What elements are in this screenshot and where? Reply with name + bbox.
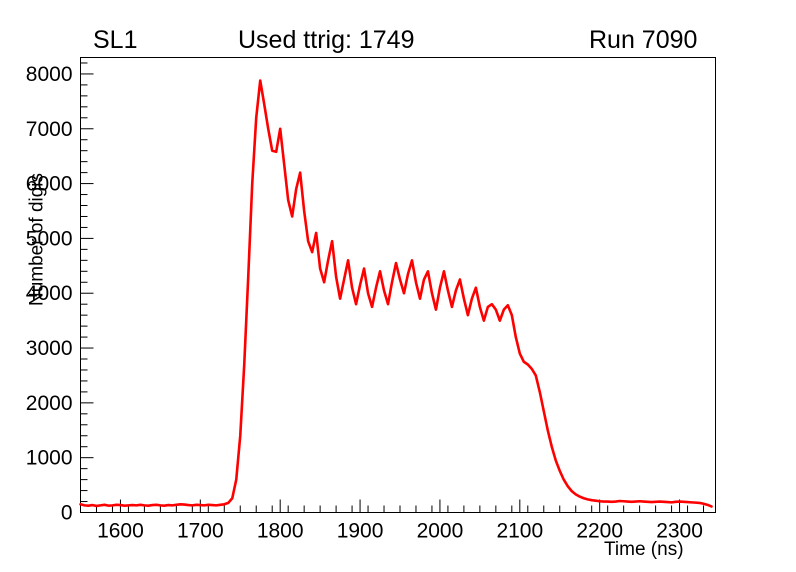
y-tick-label: 6000	[26, 173, 73, 196]
x-tick-label: 2200	[576, 520, 623, 543]
x-tick-label: 1800	[257, 520, 304, 543]
plot-frame	[80, 57, 716, 513]
x-tick-label: 1600	[97, 520, 144, 543]
x-tick-label: 2100	[496, 520, 543, 543]
x-tick-label: 1700	[177, 520, 224, 543]
y-tick-label: 1000	[26, 447, 73, 470]
y-tick-labels: 0 1000 2000 3000 4000 5000 6000 7000 8000	[26, 63, 73, 525]
y-tick-label: 8000	[26, 63, 73, 86]
x-tick-label: 2000	[417, 520, 464, 543]
y-tick-label: 0	[61, 502, 73, 525]
x-tick-labels: 1600 1700 1800 1900 2000 2100 2200 2300	[97, 520, 703, 543]
pad-label-run: Run 7090	[589, 26, 698, 54]
y-tick-label: 4000	[26, 282, 73, 305]
y-tick-label: 7000	[26, 118, 73, 141]
y-tick-label: 3000	[26, 337, 73, 360]
y-axis-ticks	[80, 62, 94, 513]
x-axis-title: Time (ns)	[604, 539, 684, 560]
pad-title-ttrig: Used ttrig: 1749	[238, 26, 415, 54]
frame-rect	[80, 57, 716, 513]
x-axis-ticks	[80, 499, 705, 513]
y-tick-label: 2000	[26, 392, 73, 415]
data-series-group	[79, 79, 713, 508]
y-tick-label: 5000	[26, 227, 73, 250]
x-tick-label: 1900	[337, 520, 384, 543]
pad-label-sl: SL1	[93, 26, 138, 54]
data-line	[79, 79, 713, 508]
x-tick-label: 2300	[656, 520, 703, 543]
